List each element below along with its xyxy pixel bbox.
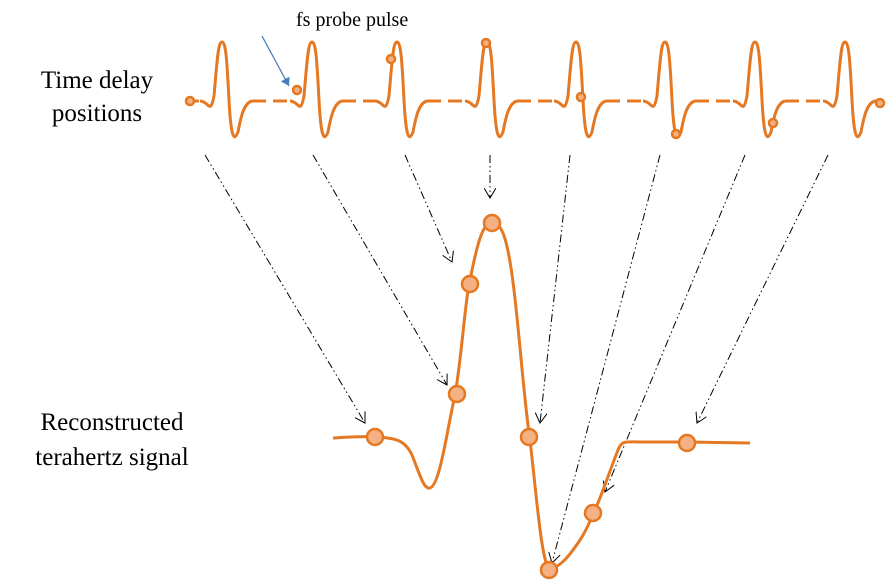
probe-pulse [464,40,518,139]
guide-arrow [404,154,452,262]
guides [204,154,829,563]
delay-dot [874,97,886,109]
probe-pulse [553,40,607,139]
guide-arrow [204,154,365,423]
probe-pulse [289,40,343,139]
probe-pulse [199,40,253,139]
probe-pulse [822,40,876,139]
delay-dot [291,84,303,96]
probe-pulse [374,40,428,139]
pulse-train [184,37,886,140]
sample-dot [365,427,385,447]
sample-dot [539,560,559,580]
sample-dot [482,213,502,233]
probe-label: fs probe pulse [296,9,408,31]
probe-pulse [642,40,696,139]
guide-arrow [540,154,571,423]
sample-dot [677,433,697,453]
time-delay-label: positions [52,100,142,127]
time-delay-label: Time delay [41,67,154,94]
sample-dot [519,427,539,447]
guide-arrow [697,154,829,423]
delay-dot [670,128,682,140]
reconstructed-signal [332,220,751,570]
guide-arrow [552,154,661,563]
delay-dot [385,53,397,65]
reconstructed-label: Reconstructed [40,409,184,436]
sample-dot [447,384,467,404]
sample-dot [583,503,603,523]
sample-dot [460,274,480,294]
delay-dot [575,91,587,103]
guide-arrow [312,154,447,385]
delay-dot [184,95,196,107]
sample-points [365,213,697,580]
guide-arrow [605,154,746,492]
delay-dot [767,117,779,129]
reconstructed-label: terahertz signal [35,444,188,471]
probe-arrow [261,35,290,87]
delay-dot [480,37,492,49]
